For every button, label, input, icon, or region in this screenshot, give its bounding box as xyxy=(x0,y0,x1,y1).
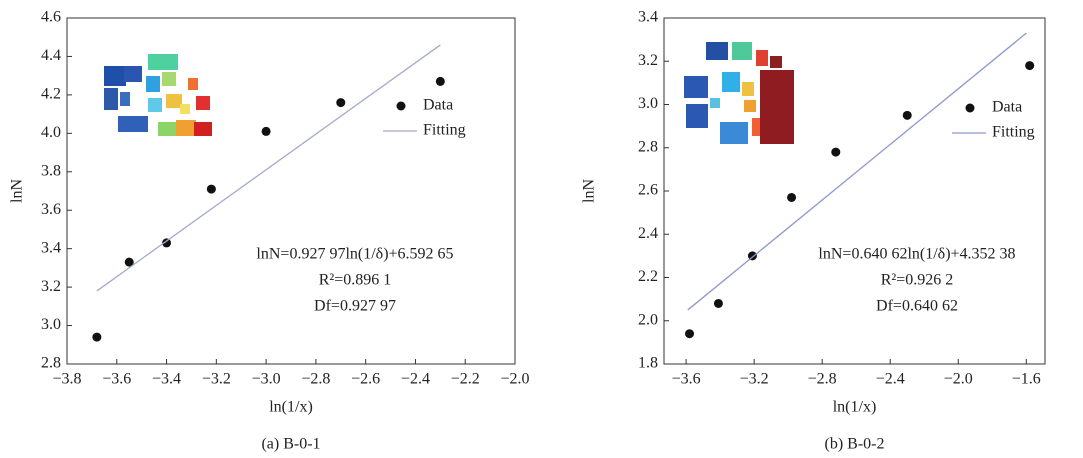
annotation: R²=0.926 2 xyxy=(881,272,954,289)
legend-label: Fitting xyxy=(423,122,466,139)
x-tick-label: −2.0 xyxy=(500,371,529,388)
y-tick-label: 3.0 xyxy=(41,316,61,333)
data-point xyxy=(206,184,216,194)
data-point xyxy=(336,98,346,108)
y-tick-label: 3.0 xyxy=(638,95,658,112)
x-tick-label: −3.8 xyxy=(52,371,81,388)
data-point xyxy=(435,76,445,86)
y-axis-label: lnN xyxy=(581,179,598,203)
y-axis-label: lnN xyxy=(9,179,26,203)
legend-marker xyxy=(396,101,406,111)
y-tick-label: 3.6 xyxy=(41,201,61,218)
annotation: Df=0.927 97 xyxy=(314,298,396,315)
data-point xyxy=(162,238,172,248)
x-axis-label: ln(1/x) xyxy=(833,399,877,416)
x-tick-label: −2.4 xyxy=(876,371,905,388)
caption: (a) B-0-1 xyxy=(261,436,320,453)
caption: (b) B-0-2 xyxy=(825,436,885,453)
x-tick-label: −2.8 xyxy=(808,371,837,388)
fit-line xyxy=(96,44,441,292)
y-tick-label: 3.2 xyxy=(41,278,61,295)
x-tick-label: −3.6 xyxy=(102,371,131,388)
data-point xyxy=(902,110,912,120)
legend-label: Fitting xyxy=(992,124,1035,141)
legend-marker xyxy=(965,103,975,113)
legend-label: Data xyxy=(992,99,1022,116)
y-tick-label: 2.6 xyxy=(638,182,658,199)
inset-b xyxy=(684,42,794,144)
data-point xyxy=(831,147,841,157)
plot-frame xyxy=(66,17,516,365)
y-tick-label: 4.4 xyxy=(41,47,61,64)
x-tick-label: −2.2 xyxy=(451,371,480,388)
y-tick-label: 2.4 xyxy=(638,225,658,242)
y-tick-label: 2.2 xyxy=(638,268,658,285)
annotation: lnN=0.927 97ln(1/δ)+6.592 65 xyxy=(256,246,453,263)
data-point xyxy=(1025,61,1035,71)
data-point xyxy=(261,126,271,136)
fit-line xyxy=(687,32,1027,311)
x-tick-label: −1.6 xyxy=(1012,371,1041,388)
y-tick-label: 3.8 xyxy=(41,162,61,179)
y-tick-label: 3.2 xyxy=(638,52,658,69)
x-tick-label: −2.8 xyxy=(301,371,330,388)
x-tick-label: −3.2 xyxy=(740,371,769,388)
data-point xyxy=(92,332,102,342)
x-tick-label: −2.4 xyxy=(401,371,430,388)
x-tick-label: −2.0 xyxy=(944,371,973,388)
x-tick-label: −3.0 xyxy=(252,371,281,388)
x-axis-label: ln(1/x) xyxy=(269,399,313,416)
y-tick-label: 4.0 xyxy=(41,124,61,141)
y-tick-label: 3.4 xyxy=(41,239,61,256)
y-tick-label: 4.2 xyxy=(41,86,61,103)
x-tick-label: −3.6 xyxy=(672,371,701,388)
data-point xyxy=(787,192,797,202)
y-tick-label: 4.6 xyxy=(41,9,61,26)
y-tick-label: 2.8 xyxy=(41,355,61,372)
data-point xyxy=(713,298,723,308)
annotation: Df=0.640 62 xyxy=(876,298,958,315)
inset-a xyxy=(104,54,212,136)
plot-frame xyxy=(663,17,1046,365)
data-point xyxy=(685,329,695,339)
y-tick-label: 2.8 xyxy=(638,138,658,155)
y-tick-label: 3.4 xyxy=(638,9,658,26)
data-point xyxy=(124,257,134,267)
x-tick-label: −3.2 xyxy=(202,371,231,388)
x-tick-label: −2.6 xyxy=(351,371,380,388)
y-tick-label: 1.8 xyxy=(638,355,658,372)
annotation: lnN=0.640 62ln(1/δ)+4.352 38 xyxy=(818,246,1015,263)
x-tick-label: −3.4 xyxy=(152,371,181,388)
legend-label: Data xyxy=(423,97,453,114)
annotation: R²=0.896 1 xyxy=(319,272,392,289)
y-tick-label: 2.0 xyxy=(638,311,658,328)
